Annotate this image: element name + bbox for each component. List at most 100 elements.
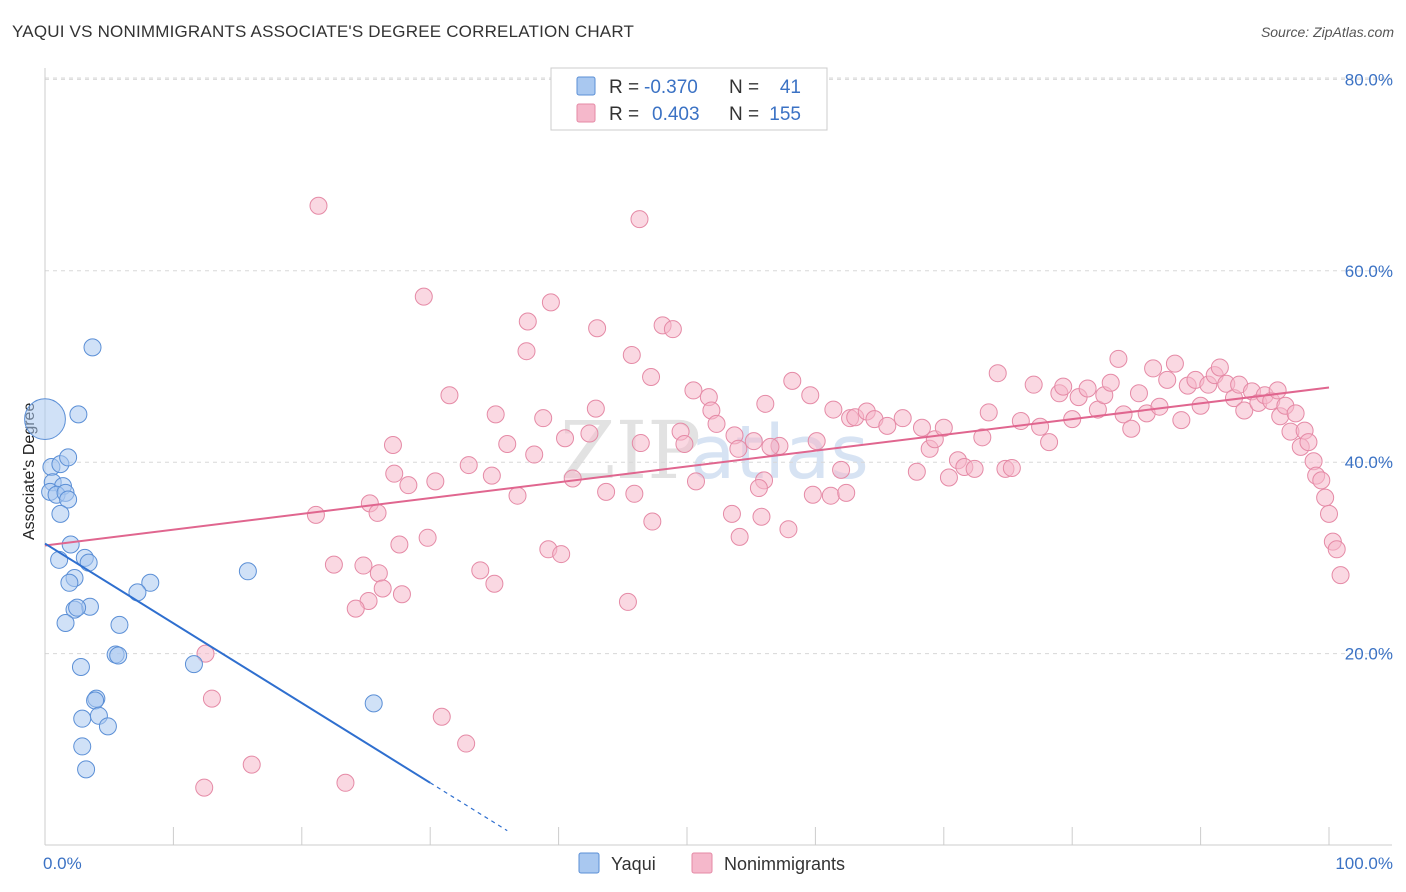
nonimmigrants-point	[418, 528, 437, 547]
nonimmigrants-point	[1101, 373, 1120, 392]
x-tick-label: 0.0%	[43, 854, 82, 873]
yaqui-trend-extension	[429, 782, 508, 832]
nonimmigrants-point	[1327, 540, 1346, 559]
correlation-stats-box: R = -0.370 N = 41 R = 0.403 N = 155	[550, 67, 828, 131]
nonimmigrants-point	[622, 346, 641, 365]
nonimmigrants-point	[1312, 471, 1331, 490]
nonimmigrants-point	[934, 418, 953, 437]
nonimmigrants-point	[730, 527, 749, 546]
yaqui-point	[50, 550, 69, 569]
nonimmigrants-point	[552, 545, 571, 564]
nonimmigrants-point	[1320, 504, 1338, 523]
nonimmigrants-point	[630, 210, 649, 229]
stats-non-n-label: N =	[729, 104, 759, 125]
nonimmigrants-point	[684, 381, 703, 400]
nonimmigrants-point	[625, 484, 644, 503]
nonimmigrants-point	[1286, 404, 1305, 423]
yaqui-point	[68, 598, 87, 617]
stats-yaqui-swatch	[576, 76, 596, 96]
nonimmigrants-point	[893, 409, 912, 428]
nonimmigrants-point	[1316, 488, 1335, 507]
nonimmigrants-point	[202, 689, 221, 708]
nonimmigrants-point	[807, 432, 826, 451]
nonimmigrants-point	[821, 486, 840, 505]
nonimmigrants-point	[675, 435, 694, 454]
nonimmigrants-point	[1299, 433, 1318, 452]
nonimmigrants-point	[399, 476, 418, 495]
legend-yaqui-label: Yaqui	[611, 854, 656, 874]
nonimmigrants-point	[1268, 381, 1287, 400]
nonimmigrants-point	[1331, 566, 1350, 585]
nonimmigrants-point	[988, 364, 1007, 383]
nonimmigrants-point	[618, 592, 637, 611]
nonimmigrants-point	[1158, 370, 1177, 389]
nonimmigrants-point	[912, 418, 931, 437]
y-axis-label: Associate's Degree	[21, 403, 38, 540]
nonimmigrants-point	[556, 429, 575, 448]
nonimmigrants-point	[588, 319, 607, 338]
nonimmigrants-point	[1191, 396, 1210, 415]
nonimmigrants-point	[779, 520, 798, 539]
nonimmigrants-point	[586, 399, 605, 418]
legend-nonimmigrants-label: Nonimmigrants	[724, 854, 845, 874]
nonimmigrants-point	[642, 368, 661, 387]
trend-lines	[44, 386, 1330, 832]
yaqui-point	[86, 691, 105, 710]
stats-non-r-label: R =	[609, 104, 639, 125]
yaqui-point	[238, 562, 257, 581]
nonimmigrants-point	[373, 579, 392, 598]
nonimmigrants-point	[631, 434, 650, 453]
nonimmigrants-point	[392, 585, 411, 604]
nonimmigrants-point	[939, 468, 958, 487]
nonimmigrants-point	[518, 312, 537, 331]
nonimmigrants-trend-line	[44, 386, 1330, 547]
yaqui-point	[109, 646, 128, 665]
nonimmigrants-point	[1054, 377, 1073, 396]
yaqui-point	[60, 573, 79, 592]
nonimmigrants-point	[663, 320, 682, 339]
legend-nonimmigrants-swatch	[691, 852, 713, 874]
nonimmigrants-point	[580, 424, 599, 443]
nonimmigrants-points	[195, 196, 1350, 797]
stats-non-r-value: 0.403	[652, 104, 700, 125]
yaqui-point	[79, 553, 98, 572]
nonimmigrants-point	[426, 472, 445, 491]
nonimmigrants-point	[1040, 433, 1059, 452]
nonimmigrants-point	[1165, 354, 1184, 373]
nonimmigrants-point	[1024, 375, 1043, 394]
nonimmigrants-point	[440, 386, 459, 405]
yaqui-point	[110, 615, 129, 634]
yaqui-point	[61, 535, 80, 554]
nonimmigrants-point	[1235, 401, 1254, 420]
nonimmigrants-point	[837, 483, 856, 502]
yaqui-point	[83, 338, 102, 357]
nonimmigrants-point	[390, 535, 409, 554]
nonimmigrants-point	[459, 456, 478, 475]
nonimmigrants-point	[534, 409, 553, 428]
tick-labels: 20.0% 40.0% 60.0% 80.0% 0.0% 100.0%	[43, 70, 1393, 873]
chart-title: YAQUI VS NONIMMIGRANTS ASSOCIATE'S DEGRE…	[12, 22, 635, 41]
nonimmigrants-point	[1109, 349, 1128, 368]
yaqui-point	[71, 657, 90, 676]
nonimmigrants-point	[973, 428, 992, 447]
nonimmigrants-point	[744, 432, 763, 451]
y-tick-label: 80.0%	[1345, 70, 1393, 89]
nonimmigrants-point	[1002, 458, 1021, 477]
yaqui-trend-line	[44, 542, 431, 784]
nonimmigrants-point	[354, 556, 373, 575]
nonimmigrants-point	[965, 459, 984, 478]
nonimmigrants-point	[242, 755, 261, 774]
nonimmigrants-point	[498, 435, 517, 454]
y-tick-label: 40.0%	[1345, 453, 1393, 472]
nonimmigrants-point	[878, 416, 897, 435]
yaqui-point	[69, 405, 88, 424]
nonimmigrants-point	[432, 707, 451, 726]
nonimmigrants-point	[707, 414, 726, 433]
nonimmigrants-point	[471, 561, 490, 580]
nonimmigrants-point	[482, 466, 501, 485]
nonimmigrants-point	[729, 439, 748, 458]
nonimmigrants-point	[1078, 379, 1097, 398]
nonimmigrants-point	[907, 462, 926, 481]
yaqui-point	[77, 760, 96, 779]
yaqui-point	[73, 737, 92, 756]
